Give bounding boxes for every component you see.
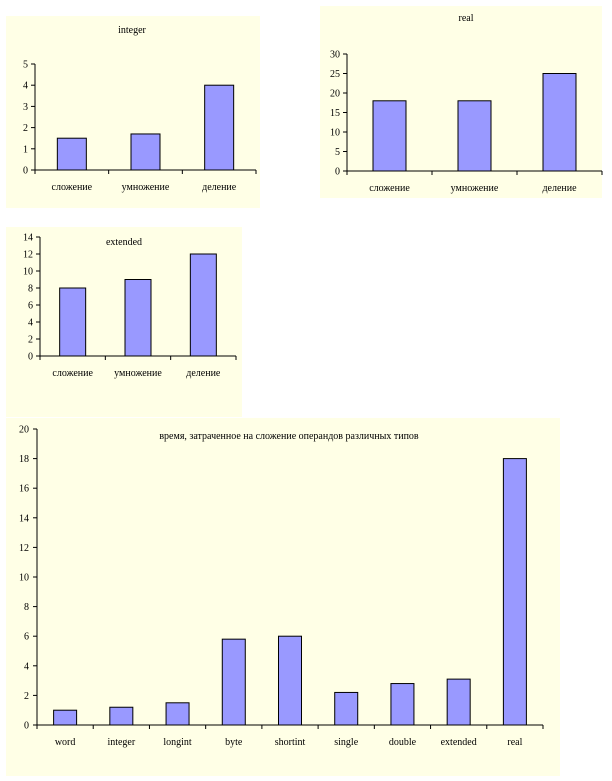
y-tick-label: 25 bbox=[330, 69, 340, 80]
chart-panel-addition-time: время, затраченное на сложение операндов… bbox=[6, 418, 560, 776]
x-category-label: longint bbox=[163, 737, 192, 748]
x-category-label: single bbox=[334, 737, 358, 748]
y-tick-label: 6 bbox=[28, 301, 33, 312]
bar bbox=[53, 709, 78, 726]
y-tick-label: 4 bbox=[28, 318, 33, 329]
x-category-label: деление bbox=[542, 183, 577, 194]
x-category-label: сложение bbox=[52, 182, 93, 193]
y-tick-label: 14 bbox=[23, 233, 33, 244]
chart-extended: extended 0 2 4 6 8 10 12 14 сложение умножение дел… bbox=[23, 233, 237, 379]
y-tick-label: 0 bbox=[335, 167, 340, 178]
y-tick-label: 12 bbox=[19, 543, 29, 554]
bar bbox=[502, 458, 527, 726]
bar bbox=[221, 638, 246, 726]
x-category-label: double bbox=[389, 737, 417, 748]
x-category-label: word bbox=[55, 737, 76, 748]
x-category-label: умножение bbox=[451, 183, 499, 194]
y-tick-label: 4 bbox=[23, 81, 28, 92]
bar bbox=[278, 635, 302, 726]
y-tick-label: 30 bbox=[330, 50, 340, 61]
y-tick-label: 10 bbox=[330, 128, 340, 139]
x-category-label: умножение bbox=[122, 182, 170, 193]
y-tick-label: 10 bbox=[23, 267, 33, 278]
y-tick-label: 3 bbox=[23, 102, 28, 113]
bar bbox=[390, 683, 415, 726]
y-tick-label: 16 bbox=[19, 484, 29, 495]
chart-title: integer bbox=[118, 25, 146, 36]
chart-title: real bbox=[459, 13, 474, 24]
y-tick-label: 18 bbox=[19, 454, 29, 465]
chart-addition-time: время, затраченное на сложение операндов… bbox=[19, 425, 544, 748]
y-tick-label: 4 bbox=[24, 661, 29, 672]
y-tick-label: 2 bbox=[23, 123, 28, 134]
chart-integer: integer 0 1 2 3 4 5 сложение умножение деление bbox=[23, 25, 257, 193]
bar bbox=[446, 678, 471, 726]
y-tick-label: 10 bbox=[19, 573, 29, 584]
y-tick-label: 2 bbox=[28, 335, 33, 346]
y-tick-label: 2 bbox=[24, 691, 29, 702]
y-tick-label: 20 bbox=[19, 425, 29, 436]
x-category-label: integer bbox=[107, 737, 135, 748]
chart-panel-real: real 0 5 10 15 20 25 30 сложение умножение делени… bbox=[320, 6, 603, 198]
x-category-label: деление bbox=[186, 368, 221, 379]
bar bbox=[59, 287, 87, 357]
bar bbox=[542, 73, 577, 172]
x-category-label: shortint bbox=[275, 737, 306, 748]
x-category-label: сложение bbox=[52, 368, 93, 379]
x-category-label: сложение bbox=[369, 183, 410, 194]
bar bbox=[189, 253, 217, 357]
x-category-label: extended bbox=[441, 737, 477, 748]
bar bbox=[109, 706, 134, 726]
y-tick-label: 14 bbox=[19, 513, 29, 524]
bar bbox=[204, 84, 235, 171]
chart-panel-integer: integer 0 1 2 3 4 5 сложение умножение деление bbox=[6, 16, 260, 208]
y-tick-label: 0 bbox=[28, 352, 33, 363]
y-tick-label: 12 bbox=[23, 250, 33, 261]
bar bbox=[457, 100, 492, 172]
bar bbox=[130, 133, 161, 171]
y-tick-label: 0 bbox=[23, 166, 28, 177]
x-category-label: real bbox=[507, 737, 522, 748]
y-tick-label: 8 bbox=[28, 284, 33, 295]
y-tick-label: 0 bbox=[24, 721, 29, 732]
y-tick-label: 8 bbox=[24, 602, 29, 613]
y-tick-label: 5 bbox=[335, 147, 340, 158]
x-category-label: умножение bbox=[114, 368, 162, 379]
x-category-label: byte bbox=[225, 737, 243, 748]
chart-real: real 0 5 10 15 20 25 30 сложение умножение делени… bbox=[330, 13, 603, 194]
chart-panel-extended: extended 0 2 4 6 8 10 12 14 сложение умножение дел… bbox=[6, 227, 242, 417]
bar bbox=[56, 137, 87, 171]
y-tick-label: 20 bbox=[330, 89, 340, 100]
x-category-label: деление bbox=[202, 182, 237, 193]
y-tick-label: 6 bbox=[24, 632, 29, 643]
y-tick-label: 1 bbox=[23, 144, 28, 155]
chart-title: время, затраченное на сложение операндов… bbox=[159, 431, 419, 442]
chart-title: extended bbox=[106, 237, 142, 248]
bar bbox=[334, 691, 359, 726]
y-tick-label: 15 bbox=[330, 108, 340, 119]
bar bbox=[124, 279, 152, 357]
bar bbox=[372, 100, 407, 172]
y-tick-label: 5 bbox=[23, 60, 28, 71]
bar bbox=[165, 702, 190, 726]
